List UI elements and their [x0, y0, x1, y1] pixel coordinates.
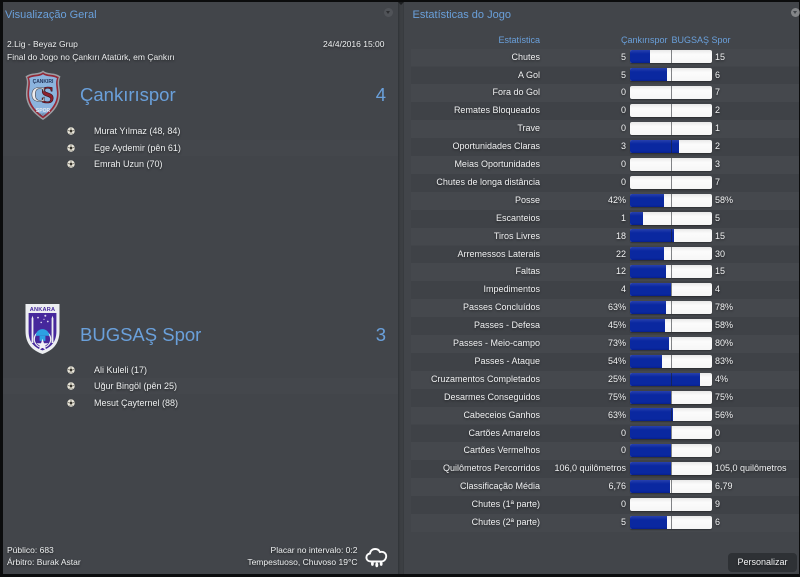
svg-text:S: S — [40, 83, 53, 109]
svg-text:1953: 1953 — [39, 113, 46, 117]
svg-text:SPOR: SPOR — [35, 108, 50, 114]
svg-text:ANKARA: ANKARA — [29, 307, 54, 313]
svg-text:C: C — [30, 83, 45, 107]
svg-text:ÇANKIRI: ÇANKIRI — [32, 79, 53, 85]
